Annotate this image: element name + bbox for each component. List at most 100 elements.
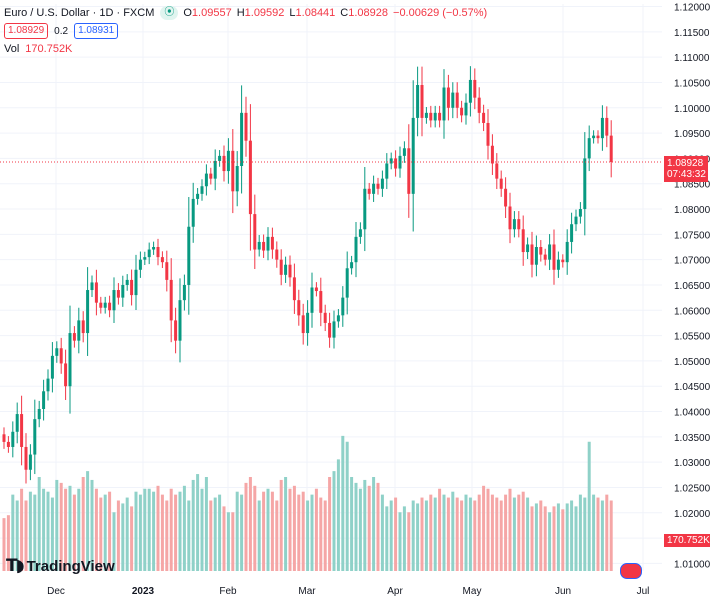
volume-bar bbox=[33, 494, 37, 571]
candle-body bbox=[90, 282, 94, 291]
volume-bar bbox=[543, 506, 547, 571]
candle-body bbox=[222, 155, 226, 172]
volume-bar bbox=[130, 506, 134, 571]
volume-bar bbox=[534, 503, 538, 571]
candle-body bbox=[240, 112, 244, 166]
candle-body bbox=[512, 219, 516, 230]
volume-bar bbox=[460, 500, 464, 571]
candle-body bbox=[394, 158, 398, 169]
candle-body bbox=[169, 279, 173, 321]
candle-body bbox=[486, 122, 490, 146]
candle-body bbox=[442, 87, 446, 121]
volume-bar bbox=[429, 494, 433, 571]
volume-label: Vol bbox=[4, 43, 20, 55]
eye-icon[interactable]: ⦿ bbox=[160, 6, 179, 20]
us-flag-icon[interactable] bbox=[620, 563, 642, 579]
candle-body bbox=[235, 166, 239, 192]
volume-bar bbox=[605, 494, 609, 571]
candle-body bbox=[341, 297, 345, 316]
volume-bar bbox=[490, 494, 494, 571]
volume-bar bbox=[332, 471, 336, 571]
volume-bar bbox=[275, 500, 279, 571]
candle-body bbox=[380, 178, 384, 189]
candle-body bbox=[68, 333, 72, 387]
volume-bar bbox=[407, 512, 411, 571]
buy-price-button[interactable]: 1.08931 bbox=[74, 23, 119, 39]
time-tick-label: Jun bbox=[555, 586, 571, 597]
volume-bar bbox=[486, 488, 490, 571]
candle-body bbox=[33, 419, 37, 455]
candle-body bbox=[218, 155, 222, 161]
price-tick-label: 1.07500 bbox=[674, 230, 710, 241]
volume-bar bbox=[552, 506, 556, 571]
candle-body bbox=[147, 249, 151, 258]
time-tick-label: Dec bbox=[47, 586, 65, 597]
volume-bar bbox=[314, 488, 318, 571]
volume-bar bbox=[548, 512, 552, 571]
volume-bar bbox=[196, 474, 200, 571]
volume-bar bbox=[55, 479, 59, 571]
candle-body bbox=[548, 244, 552, 260]
volume-bar bbox=[231, 512, 235, 571]
candle-body bbox=[55, 348, 59, 356]
candle-body bbox=[266, 236, 270, 251]
candle-body bbox=[160, 257, 164, 263]
candle-body bbox=[284, 264, 288, 275]
price-tick-label: 1.03000 bbox=[674, 458, 710, 469]
volume-bar bbox=[358, 488, 362, 571]
candle-body bbox=[231, 150, 235, 192]
volume-bars bbox=[2, 435, 613, 571]
candle-body bbox=[178, 300, 182, 341]
candle-body bbox=[94, 282, 98, 303]
candle-body bbox=[570, 224, 574, 242]
candle-body bbox=[292, 277, 296, 301]
volume-bar bbox=[182, 485, 186, 571]
candle-body bbox=[226, 150, 230, 172]
candle-body bbox=[248, 140, 252, 215]
open-value: 1.09557 bbox=[191, 7, 232, 19]
candle-body bbox=[2, 434, 6, 442]
candle-body bbox=[578, 209, 582, 217]
spread-value: 0.2 bbox=[54, 25, 69, 37]
volume-bar bbox=[380, 494, 384, 571]
symbol-title[interactable]: Euro / U.S. Dollar · 1D · FXCM bbox=[4, 7, 155, 19]
volume-bar bbox=[570, 500, 574, 571]
candle-body bbox=[187, 226, 191, 285]
price-tick-label: 1.06500 bbox=[674, 281, 710, 292]
candle-body bbox=[72, 333, 76, 341]
volume-bar bbox=[244, 482, 248, 571]
volume-bar bbox=[367, 485, 371, 571]
candle-body bbox=[46, 378, 50, 392]
volume-bar bbox=[28, 491, 32, 571]
volume-bar bbox=[138, 494, 142, 571]
volume-bar bbox=[257, 500, 261, 571]
sell-price-button[interactable]: 1.08929 bbox=[4, 23, 49, 39]
volume-bar bbox=[112, 512, 116, 571]
low-value: 1.08441 bbox=[295, 7, 336, 19]
volume-bar bbox=[438, 488, 442, 571]
volume-bar bbox=[42, 488, 46, 571]
time-tick-label: 2023 bbox=[132, 586, 155, 597]
volume-bar bbox=[482, 485, 486, 571]
volume-bar bbox=[226, 512, 230, 571]
price-axis[interactable]: 1.12000 1.11500 1.11000 1.10500 1.10000 1.095… bbox=[674, 3, 710, 571]
candle-body bbox=[367, 188, 371, 194]
time-axis[interactable]: Dec 2023 Feb Mar Apr May Jun Jul bbox=[47, 586, 649, 597]
volume-bar bbox=[336, 459, 340, 571]
volume-bar bbox=[306, 500, 310, 571]
volume-bar bbox=[517, 494, 521, 571]
volume-bar bbox=[152, 491, 156, 571]
low-label: L bbox=[289, 7, 296, 19]
volume-bar bbox=[116, 500, 120, 571]
candle-body bbox=[143, 257, 147, 260]
price-tick-label: 1.12000 bbox=[674, 3, 710, 14]
close-label: C bbox=[340, 7, 349, 19]
price-tick-label: 1.03500 bbox=[674, 433, 710, 444]
candle-body bbox=[319, 291, 323, 313]
tradingview-mark-icon: T◗ bbox=[6, 556, 25, 576]
tradingview-logo[interactable]: T◗ TradingView bbox=[6, 556, 115, 576]
candle-body bbox=[306, 312, 310, 334]
volume-bar bbox=[279, 479, 283, 571]
volume-bar bbox=[495, 497, 499, 571]
